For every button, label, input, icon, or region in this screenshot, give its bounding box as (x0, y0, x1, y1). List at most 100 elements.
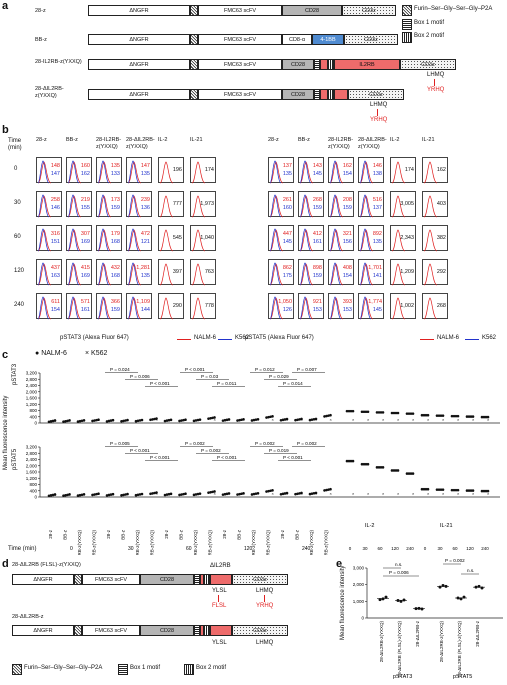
nalm6-point (126, 418, 129, 422)
nalm6-point (153, 491, 156, 495)
mfi-value: 778 (204, 303, 214, 309)
pstat3-histogram: 397 (158, 259, 184, 286)
top-label: ΔIL2RB (210, 563, 231, 569)
pstat3-histogram: 196 (158, 157, 184, 184)
nalm6-point (454, 488, 458, 492)
pstat3-histogram: 1,109 144 (126, 293, 152, 320)
k562-curve (329, 194, 342, 218)
time-label: 0 (424, 546, 427, 551)
histogram-curve (159, 195, 174, 218)
k562-point: × (141, 491, 144, 496)
nalm6-curve (269, 263, 284, 286)
mfi-nalm6: 898 (312, 265, 322, 271)
box1-legend-swatch (402, 19, 412, 30)
y-tick-label: 2,000 (26, 463, 38, 468)
nalm6-point (269, 489, 272, 493)
seg-cd3z: CD3z (348, 89, 404, 100)
nalm6-point (78, 419, 82, 423)
mfi-k562: 155 (80, 205, 90, 211)
legend-label: Box 2 motif (414, 33, 445, 39)
nalm6-curve (391, 161, 406, 184)
group-label: BB-z (63, 529, 68, 540)
nalm6-point (469, 489, 473, 492)
histogram-curve (97, 296, 112, 320)
histogram-curve (159, 161, 174, 184)
data-point (384, 595, 388, 599)
nalm6-point (91, 419, 94, 423)
pstat5-histogram: 1,209 (390, 259, 416, 286)
mfi-value: 3,005 (400, 201, 414, 207)
histogram-curve (67, 228, 82, 252)
p-value: P = 0.03 (201, 374, 219, 379)
histogram-curve (423, 195, 438, 218)
k562-point: × (69, 491, 72, 496)
seg-cd3z: CD3z (400, 59, 456, 70)
k562-curve (269, 262, 282, 286)
nalm6-curve (269, 161, 284, 184)
nalm6-point (138, 493, 142, 496)
nalm6-point (450, 488, 454, 492)
arrow-label: FLSL (212, 603, 227, 609)
k562-point: × (397, 417, 400, 422)
p-value: P < 0.001 (283, 455, 303, 460)
group-label: 28-ΔIL2RB-z(YXXQ) (92, 530, 97, 555)
k562-curve (299, 262, 312, 286)
k562-point: × (272, 491, 275, 496)
mfi-value: 196 (172, 167, 182, 173)
y-tick-label: 2,000 (353, 582, 365, 587)
mfi-nalm6: 1,109 (136, 299, 150, 305)
nalm6-point (82, 493, 86, 496)
group-label: 28-z (280, 529, 285, 539)
nalm6-point (180, 419, 183, 422)
nalm6-point (469, 415, 473, 418)
mfi-nalm6: 611 (51, 299, 60, 305)
motif-label: YLSL (212, 640, 227, 646)
y-tick-label: 2,000 (26, 389, 38, 394)
nalm6-point (151, 492, 154, 495)
seg-scfv: FMC63 scFV (198, 34, 282, 45)
p-value: n.s. (395, 562, 402, 567)
nalm6-point (221, 493, 225, 496)
arrow-icon (377, 109, 378, 116)
histogram-curve (391, 263, 406, 286)
nalm6-point (180, 493, 183, 496)
mfi-nalm6: 160 (80, 163, 90, 169)
histogram-curve (329, 262, 344, 286)
pstat5-histogram: 143 145 (298, 157, 324, 184)
mfi-value: 777 (172, 201, 182, 207)
construct-label: 28-IL2RB-z(YXXQ) (35, 59, 82, 65)
nalm6-point (49, 494, 53, 497)
histogram-curve (329, 194, 344, 218)
nalm6-point (105, 420, 109, 423)
mfi-k562: 161 (312, 239, 322, 245)
mfi-nalm6: 258 (50, 197, 60, 203)
nalm6-point (314, 491, 318, 495)
pstat3-histogram: 173 159 (96, 191, 122, 218)
x-label: pSTAT5 (453, 674, 472, 680)
pstat5-histogram: 1,701 141 (358, 259, 384, 286)
histogram-curve (127, 262, 142, 286)
column-header: 28-z (268, 137, 279, 143)
mfi-k562: 169 (80, 239, 90, 245)
histogram-curve (97, 228, 112, 252)
mfi-k562: 169 (80, 273, 90, 279)
pstat5-histogram: 1,002 (390, 293, 416, 320)
nalm6-point (155, 491, 158, 494)
nalm6-point (325, 488, 328, 492)
mfi-k562: 145 (282, 239, 292, 245)
box1-motif (194, 574, 200, 585)
k562-point: × (243, 417, 246, 422)
nalm6-point (138, 419, 142, 422)
k562-point: × (427, 491, 430, 496)
p-value: P = 0.002 (445, 558, 465, 563)
seg-cd28: CD28 (282, 89, 314, 100)
nalm6-point (242, 492, 245, 495)
k562-curve (329, 262, 342, 286)
group-label: 28-z (106, 529, 111, 539)
k562-point: × (98, 491, 101, 496)
nalm6-point (454, 414, 458, 418)
k562-point: × (243, 491, 246, 496)
k562-point: × (442, 417, 445, 422)
mfi-k562: 141 (372, 273, 382, 279)
nalm6-point (122, 493, 125, 497)
